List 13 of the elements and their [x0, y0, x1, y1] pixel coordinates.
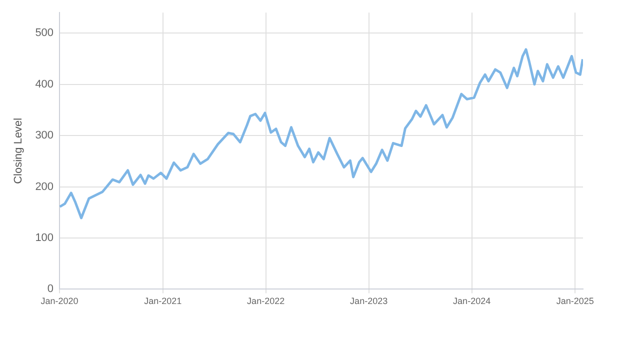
y-tick-label: 0 — [47, 283, 54, 296]
y-axis-title: Closing Level — [12, 118, 25, 184]
y-tick-label: 300 — [35, 130, 54, 142]
x-tick-label: Jan-2020 — [40, 296, 78, 306]
y-tick-label: 500 — [35, 27, 54, 40]
x-tick-label: Jan-2025 — [556, 296, 594, 306]
y-tick-label: 200 — [35, 180, 54, 193]
x-tick-label: Jan-2021 — [144, 296, 182, 306]
x-tick-label: Jan-2024 — [453, 296, 491, 306]
x-tick-label: Jan-2023 — [350, 296, 388, 306]
y-tick-label: 400 — [35, 78, 54, 90]
y-tick-label: 100 — [35, 232, 54, 244]
x-tick-label: Jan-2022 — [247, 296, 285, 306]
